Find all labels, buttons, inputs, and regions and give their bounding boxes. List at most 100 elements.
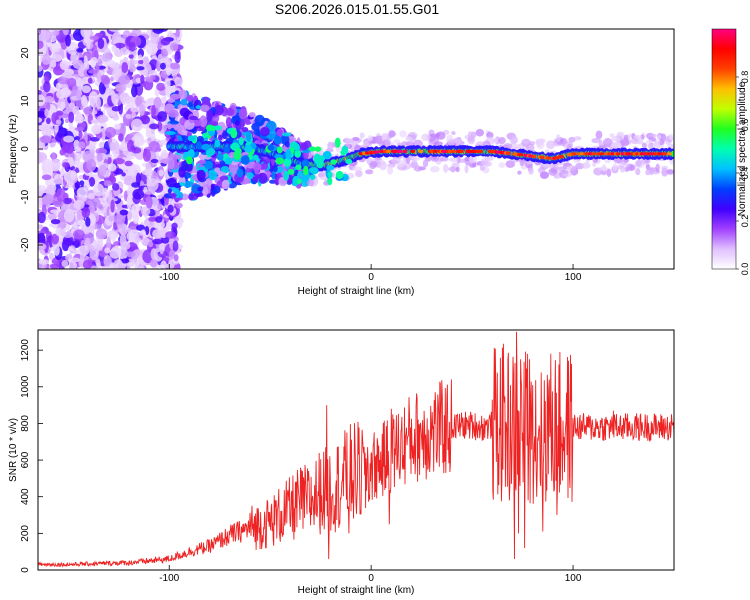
noise-blob (41, 174, 52, 181)
cluster-blob (223, 146, 230, 153)
halo-blob (429, 166, 440, 173)
cluster-blob (309, 174, 316, 180)
noise-blob (138, 54, 143, 60)
ridge-peak (458, 149, 464, 153)
noise-blob (97, 38, 105, 50)
x-tick-label: -100 (159, 573, 179, 584)
noise-blob (79, 180, 85, 186)
noise-blob (120, 258, 130, 264)
noise-blob (128, 54, 134, 59)
noise-blob (174, 51, 181, 64)
noise-blob (50, 158, 61, 172)
noise-blob (62, 235, 74, 247)
noise-blob (73, 199, 85, 210)
noise-blob (61, 259, 69, 268)
transition-blob (176, 122, 184, 134)
halo-blob (435, 131, 446, 140)
x-tick-label: 0 (368, 272, 374, 283)
transition-blob (300, 142, 308, 151)
noise-blob (88, 69, 99, 74)
noise-blob (73, 229, 85, 240)
halo-blob (635, 159, 642, 167)
cluster-blob (294, 143, 301, 152)
cluster-blob (275, 157, 285, 165)
transition-blob (178, 89, 188, 100)
halo-blob (319, 176, 327, 181)
cluster-blob (202, 132, 208, 139)
halo-blob (405, 136, 413, 142)
noise-blob (131, 182, 141, 188)
halo-blob (306, 179, 315, 187)
noise-blob (38, 232, 46, 247)
noise-blob (76, 47, 84, 53)
transition-blob (271, 172, 276, 180)
noise-blob (96, 114, 109, 123)
noise-blob (157, 111, 168, 122)
noise-blob (165, 231, 176, 239)
noise-blob (142, 63, 147, 76)
halo-blob (553, 163, 559, 171)
halo-blob (352, 136, 360, 142)
noise-blob (138, 59, 144, 65)
halo-blob (566, 165, 577, 171)
noise-blob (38, 40, 44, 49)
noise-blob (41, 124, 52, 138)
transition-blob (225, 107, 235, 116)
noise-blob (119, 92, 130, 103)
noise-blob (169, 62, 181, 70)
cluster-blob (308, 146, 316, 152)
snr-y-label: SNR (10 * v/v) (8, 418, 19, 482)
halo-blob (468, 154, 478, 163)
cluster-blob (244, 145, 253, 153)
noise-blob (136, 66, 145, 71)
noise-blob (108, 110, 118, 115)
noise-blob (72, 249, 78, 255)
noise-blob (38, 211, 46, 224)
noise-blob (124, 160, 133, 167)
halo-blob (388, 130, 396, 138)
noise-blob (126, 139, 135, 152)
cluster-blob (182, 151, 189, 158)
noise-blob (175, 202, 183, 209)
colorbar-tick-label: 0.0 (740, 263, 750, 276)
noise-blob (81, 206, 91, 219)
snr-x-ticks: -100 0 100 (159, 565, 582, 584)
noise-blob (149, 259, 158, 268)
noise-blob (104, 247, 111, 254)
noise-blob (157, 120, 163, 132)
halo-blob (318, 171, 327, 178)
noise-blob (110, 62, 120, 69)
cluster-blob (205, 124, 214, 132)
noise-blob (171, 222, 178, 230)
transition-blob (182, 181, 194, 188)
halo-blob (610, 142, 620, 149)
cluster-blob (296, 178, 302, 185)
spectrogram-x-label: Height of straight line (km) (298, 286, 415, 297)
noise-blob (104, 126, 117, 139)
transition-blob (246, 172, 254, 180)
spectrogram-x-ticks: -100 0 100 (159, 264, 582, 283)
noise-blob (96, 70, 102, 83)
halo-blob (379, 161, 387, 171)
noise-blob (40, 29, 51, 41)
cluster-blob (245, 131, 252, 142)
noise-blob (131, 111, 136, 118)
ridge-peak (432, 149, 438, 153)
noise-blob (79, 252, 85, 265)
noise-blob (160, 37, 171, 46)
cluster-blob (187, 135, 196, 142)
y-tick-label: 1000 (20, 375, 31, 398)
noise-blob (49, 252, 54, 261)
transition-blob (206, 177, 213, 186)
y-tick-label: 20 (20, 47, 31, 59)
noise-blob (135, 96, 143, 107)
transition-blob (276, 128, 284, 138)
noise-blob (130, 107, 140, 113)
halo-blob (367, 135, 374, 142)
noise-blob (151, 238, 164, 245)
halo-blob (482, 159, 489, 166)
noise-blob (76, 187, 88, 199)
y-tick-label: 600 (20, 451, 31, 468)
noise-blob (160, 62, 166, 70)
noise-blob (149, 123, 159, 130)
